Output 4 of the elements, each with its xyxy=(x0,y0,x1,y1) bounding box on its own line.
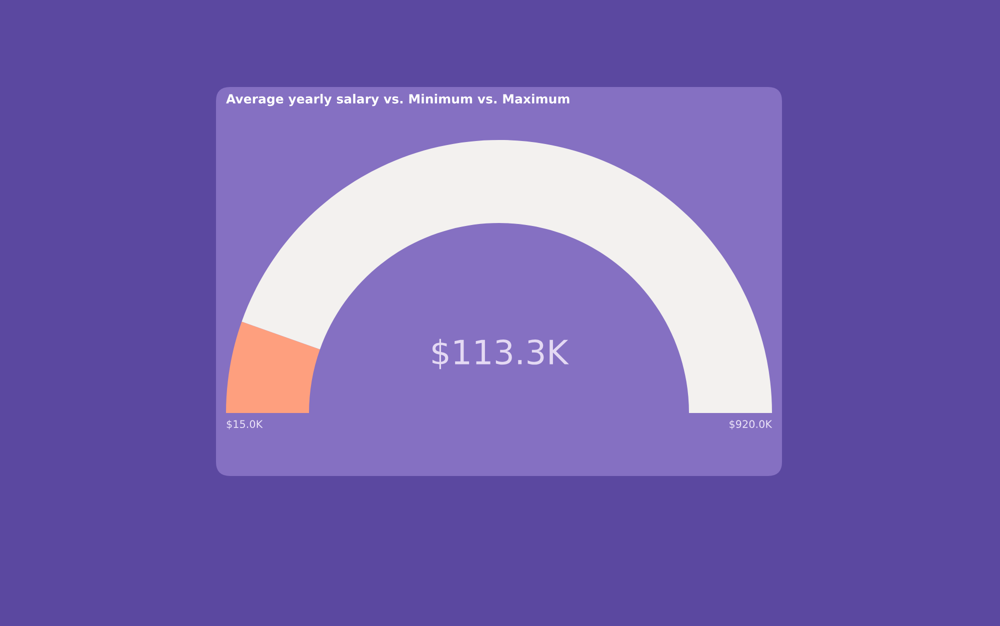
text: $113.3K xyxy=(432,338,569,370)
chart-title: Average yearly salary vs. Minimum vs. Maximum xyxy=(226,94,570,106)
text: $15.0K xyxy=(226,420,263,430)
text: $920.0K xyxy=(730,420,772,430)
